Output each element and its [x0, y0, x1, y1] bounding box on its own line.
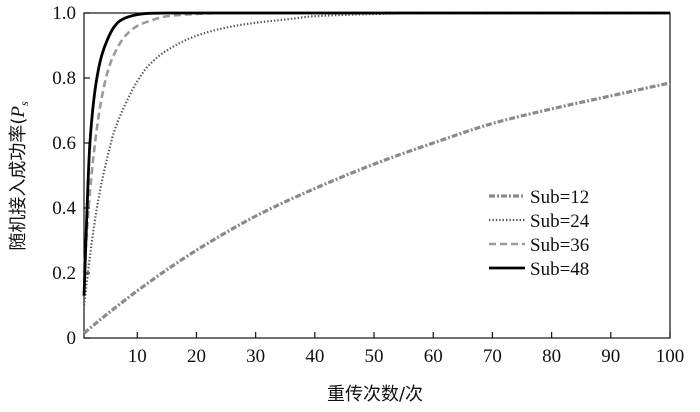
legend-label: Sub=36 — [530, 235, 589, 256]
y-axis-title: 随机接入成功率(Ps — [8, 101, 31, 251]
x-axis-title: 重传次数/次 — [327, 384, 423, 405]
x-tick-label: 20 — [187, 346, 206, 367]
plot-area — [82, 11, 671, 339]
x-tick-label: 40 — [305, 346, 324, 367]
plot-frame — [83, 12, 671, 339]
y-tick-label: 0.4 — [52, 198, 76, 219]
legend-entry: Sub=24 — [489, 211, 590, 232]
x-tick-label: 50 — [365, 346, 384, 367]
y-axis-title-main: 随机接入成功率( — [8, 118, 29, 251]
legend: Sub=12 Sub=24 Sub=36 Sub=48 — [489, 187, 590, 280]
legend-entry: Sub=48 — [489, 259, 589, 280]
y-tick-label: 0 — [67, 328, 77, 349]
x-tick-label: 70 — [483, 346, 502, 367]
y-tick-label: 0.2 — [52, 263, 76, 284]
legend-label: Sub=48 — [530, 259, 589, 280]
x-tick-label: 30 — [246, 346, 265, 367]
series-line-sub-12 — [82, 81, 671, 335]
legend-label: Sub=24 — [530, 211, 590, 232]
legend-label: Sub=12 — [530, 187, 589, 208]
legend-entry: Sub=36 — [489, 235, 589, 256]
x-tick-label: 80 — [542, 346, 561, 367]
y-axis-title-sub: s — [17, 101, 31, 106]
series-line-sub-36 — [82, 11, 670, 274]
y-axis-title-var: P — [8, 106, 29, 119]
legend-entry: Sub=12 — [489, 187, 589, 208]
y-tick-label: 0.8 — [52, 68, 76, 89]
x-tick-label: 90 — [601, 346, 620, 367]
x-tick-label: 100 — [656, 346, 685, 367]
tick-labels: 10 20 30 40 50 60 70 80 90 100 0 0.2 0.4 0.6 0.8 1.0 — [52, 3, 684, 367]
y-tick-label: 0.6 — [52, 133, 76, 154]
x-tick-label: 10 — [128, 346, 147, 367]
series-line-sub-48 — [82, 11, 670, 296]
x-tick-label: 60 — [424, 346, 443, 367]
y-tick-label: 1.0 — [52, 3, 76, 24]
